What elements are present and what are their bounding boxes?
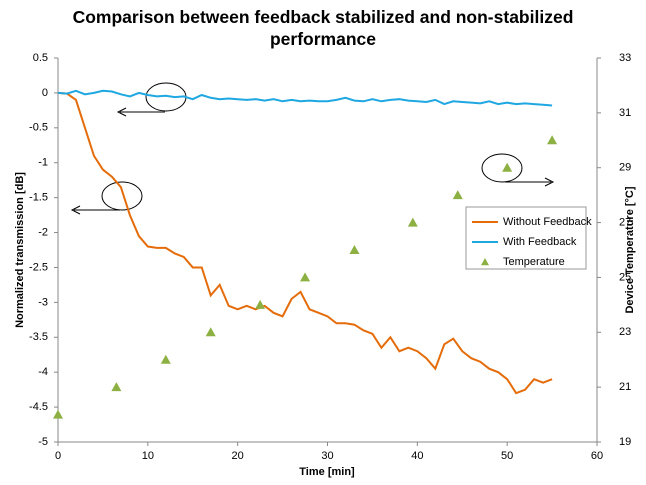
y-tick-label: -0.5 [29, 122, 48, 134]
y-axis-label: Normalized transmission [dB] [14, 172, 26, 328]
point [300, 272, 311, 282]
line [57, 89, 553, 107]
point [205, 327, 216, 337]
y-tick-label: -2 [38, 226, 48, 238]
point [53, 409, 63, 419]
point [160, 354, 171, 364]
x-tick-label: 20 [232, 450, 244, 462]
x-axis-label: Time [min] [299, 466, 355, 478]
x-tick-label: 30 [321, 450, 333, 462]
y-tick-label: -4.5 [29, 401, 48, 413]
y2-tick-label: 33 [619, 52, 631, 64]
y2-tick-label: 21 [619, 381, 631, 393]
x-tick-label: 40 [411, 450, 423, 462]
y2-tick-label: 31 [619, 107, 631, 119]
y2-tick-label: 25 [619, 271, 631, 283]
point [502, 162, 513, 172]
annotations [70, 82, 555, 215]
legend-label: With Feedback [503, 236, 577, 248]
y2-tick-label: 23 [619, 326, 631, 338]
y-tick-label: -3.5 [29, 331, 48, 343]
x-tick-label: 50 [501, 450, 513, 462]
y-tick-label: -2.5 [29, 261, 48, 273]
legend-label: Temperature [503, 256, 565, 268]
arrow-head [70, 205, 81, 215]
legend-symbol [481, 258, 489, 266]
y-tick-label: -4 [38, 366, 48, 378]
y2-axis-label: Device Temperature [°C] [624, 186, 636, 313]
arrow-head [116, 107, 127, 117]
marker-ellipse [481, 153, 523, 183]
arrow-head [544, 177, 555, 187]
y-tick-label: -3 [38, 296, 48, 308]
legend [465, 206, 587, 270]
y-tick-label: 0 [42, 87, 48, 99]
point [547, 135, 558, 145]
y-tick-label: -1.5 [29, 192, 48, 204]
legend-label: Without Feedback [503, 216, 592, 228]
point [255, 299, 266, 309]
point [407, 217, 418, 227]
x-tick-label: 0 [55, 450, 61, 462]
y2-tick-label: 27 [619, 216, 631, 228]
y-tick-label: 0.5 [33, 52, 48, 64]
y2-tick-label: 19 [619, 436, 631, 448]
x-tick-label: 10 [142, 450, 154, 462]
y-tick-label: -5 [38, 436, 48, 448]
point [349, 245, 360, 254]
y2-tick-label: 29 [619, 162, 631, 174]
point [452, 190, 463, 200]
chart-title: Comparison between feedback stabilized a… [72, 7, 574, 49]
point [111, 382, 122, 392]
y-tick-label: -1 [38, 157, 48, 169]
line [57, 91, 553, 395]
marker-ellipse [101, 181, 143, 211]
x-tick-label: 60 [591, 450, 603, 462]
